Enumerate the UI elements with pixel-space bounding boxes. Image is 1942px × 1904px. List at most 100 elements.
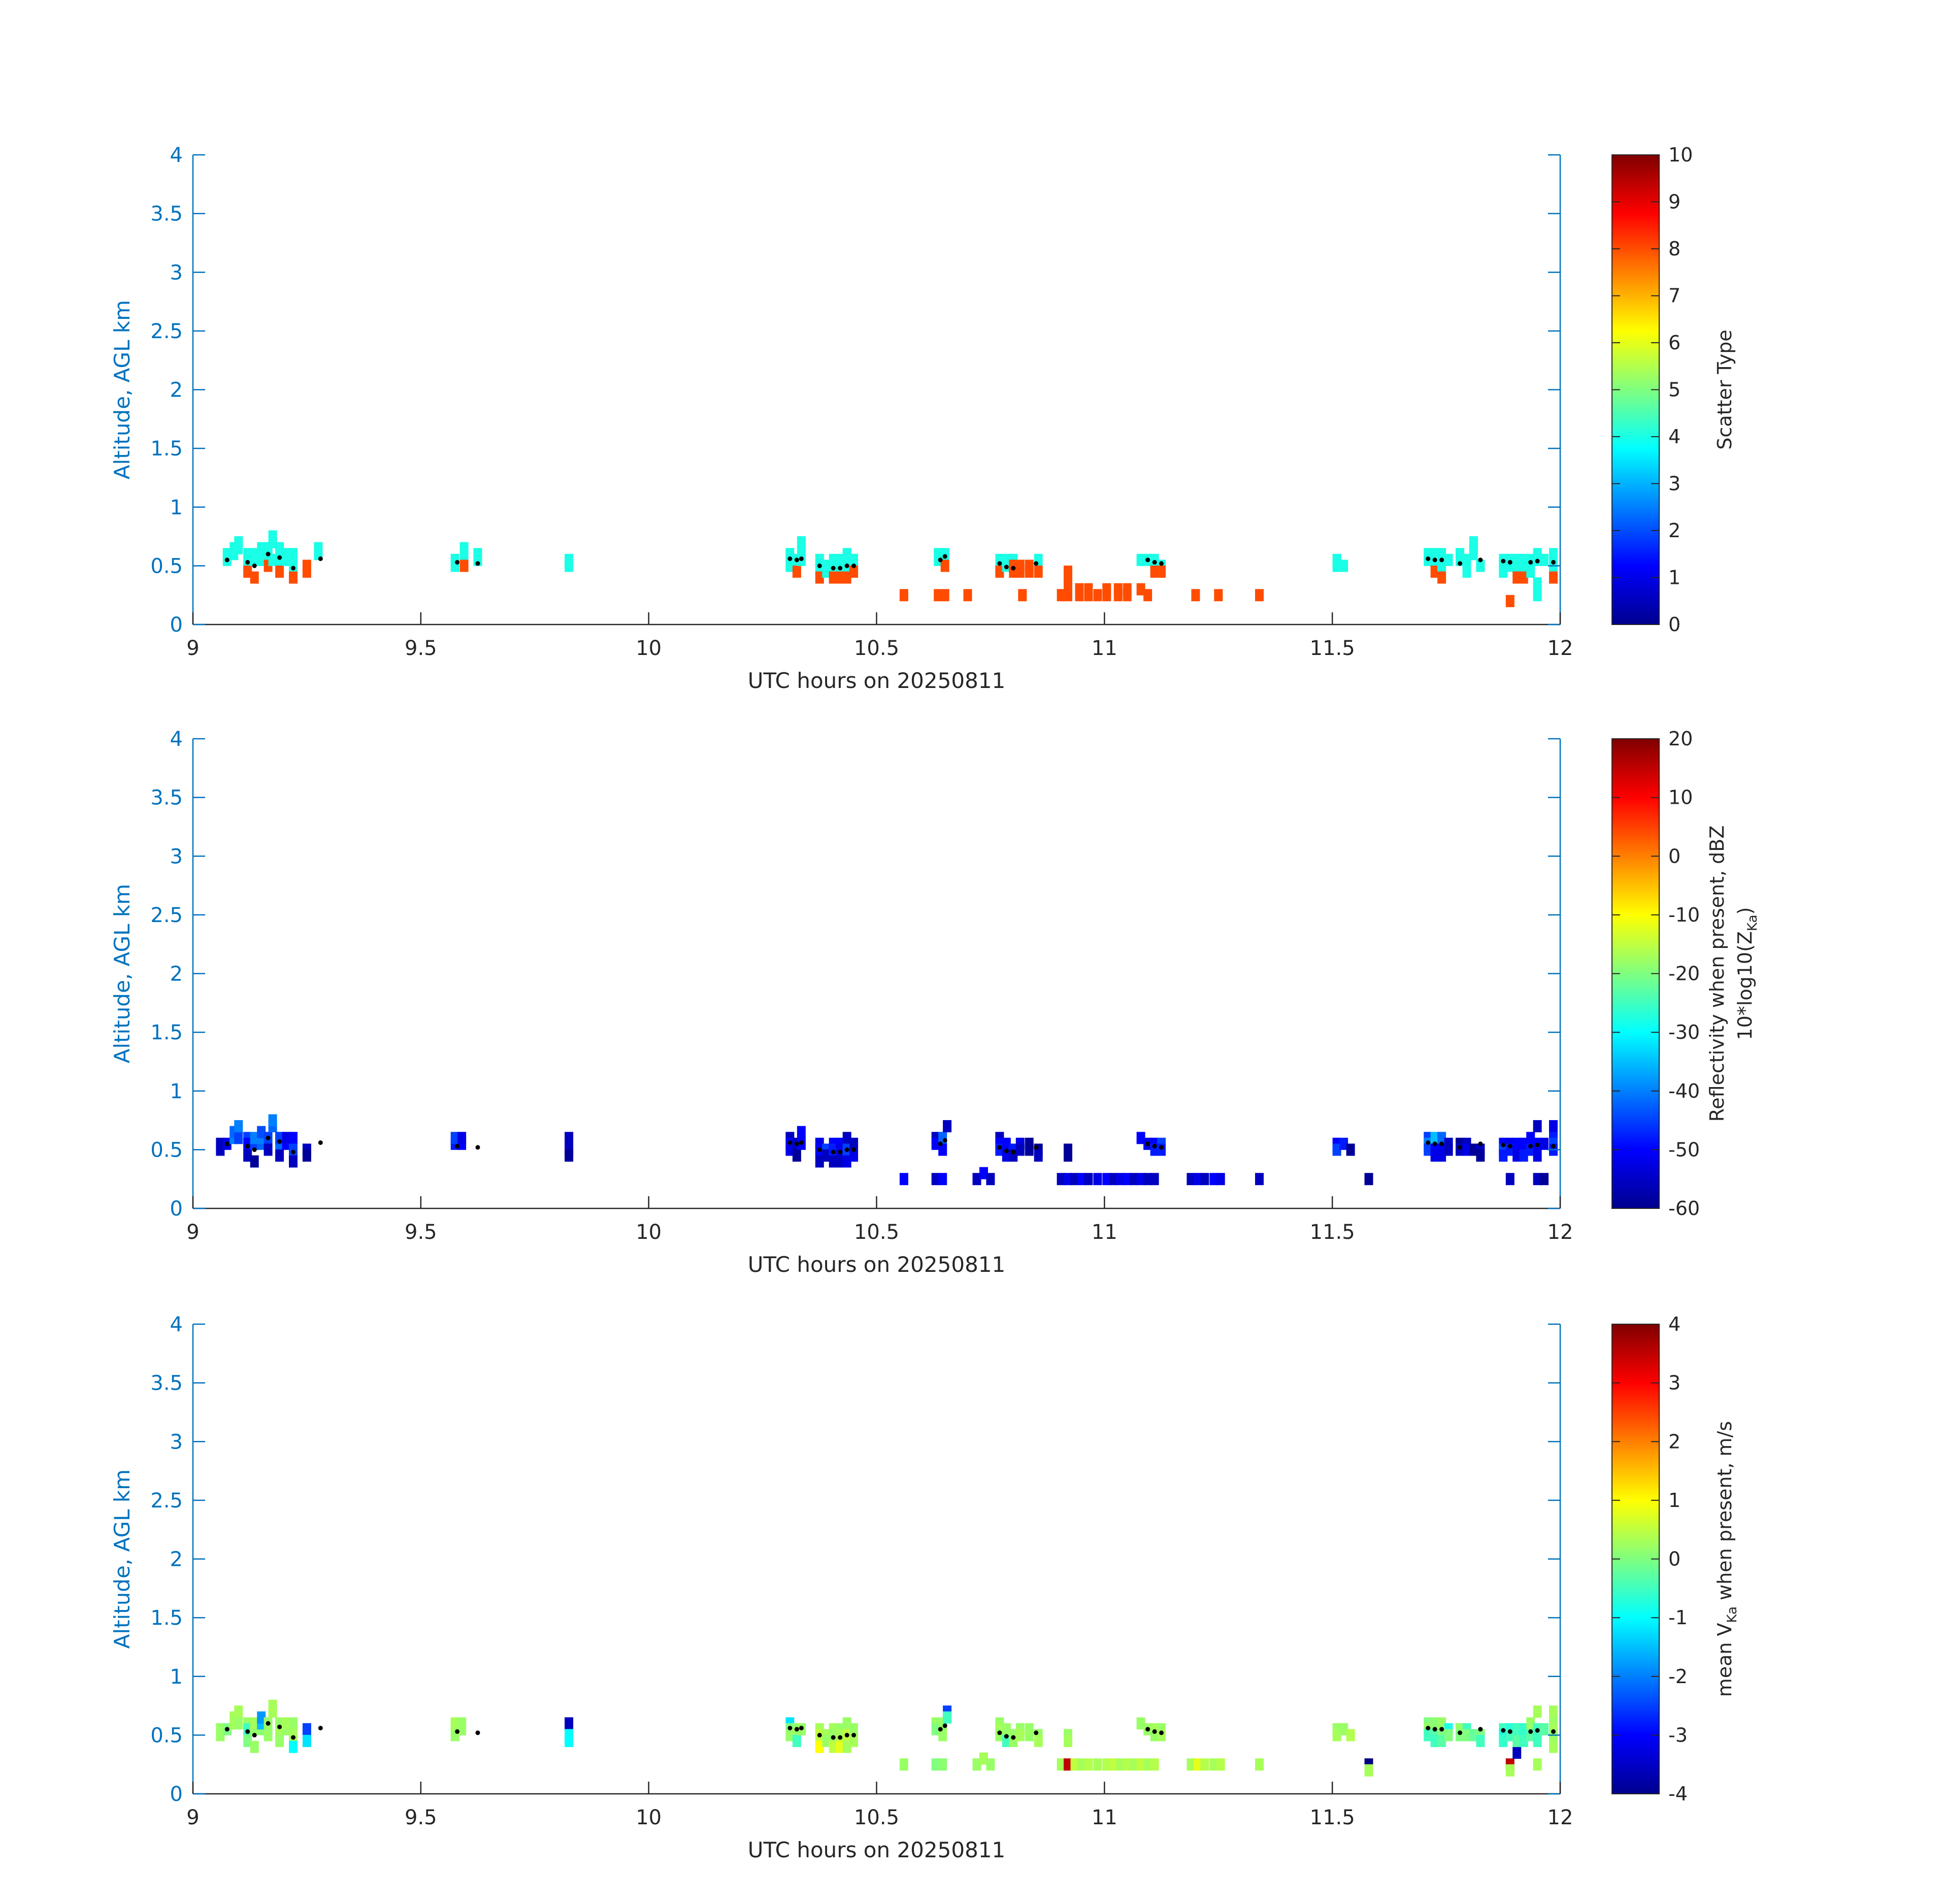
heatmap-cell [1437,571,1446,584]
marker-point [1432,557,1437,563]
heatmap-cell [1002,1734,1011,1747]
heatmap-cell [257,1126,266,1138]
heatmap-cell [1540,1137,1549,1150]
heatmap-cell [1191,589,1200,602]
heatmap-cell [1057,589,1066,602]
heatmap-cell [1444,553,1453,566]
x-tick-label: 9.5 [405,637,437,660]
x-tick-label: 9.5 [405,1806,437,1829]
heatmap-cell [842,1717,851,1730]
marker-point [1535,1142,1540,1147]
heatmap-cell [931,1137,940,1150]
marker-point [1551,1143,1556,1148]
marker-point [817,1732,822,1737]
heatmap-cell [972,1173,981,1186]
marker-point [318,1140,323,1145]
marker-point [1507,1729,1512,1734]
heatmap-cell [1549,1120,1558,1133]
marker-point [1426,556,1431,561]
y-tick-label: 1.5 [150,1021,183,1044]
colorbar-label: Reflectivity when present, dBZ [1706,826,1728,1122]
heatmap-cell [302,1149,311,1162]
heatmap-cell [1057,1758,1066,1771]
heatmap-cell [1339,1137,1348,1150]
heatmap-cell [450,1132,459,1144]
marker-point [1551,1729,1556,1734]
heatmap-cell [849,1723,859,1735]
heatmap-cell [842,548,851,561]
heatmap-cell [565,1734,574,1747]
heatmap-cell [1512,1723,1522,1735]
heatmap-cell [289,1132,298,1144]
heatmap-cell [1002,1723,1011,1735]
heatmap-cell [1102,1758,1111,1771]
heatmap-cell [234,1705,243,1718]
marker-point [942,554,947,559]
marker-point [1159,561,1164,566]
marker-point [1034,1730,1039,1735]
colorbar: -4 -3 -2 -1 0 1 2 3 4 mean VKa when present, m/s [1611,1313,1740,1805]
heatmap-cell [1143,589,1153,602]
colorbar-tick-label: 7 [1668,285,1681,307]
heatmap-cell [785,548,795,561]
x-tick-label: 9 [186,1221,199,1244]
heatmap-cell [1070,1173,1079,1186]
heatmap-cell [1437,560,1446,572]
heatmap-cell [792,565,801,578]
marker-point [455,1729,460,1734]
heatmap-cell [899,1173,908,1186]
heatmap-cell [1512,571,1522,584]
heatmap-cell [457,1717,467,1730]
marker-point [1152,1729,1157,1734]
marker-point [817,1147,822,1152]
y-tick-label: 0 [170,1197,183,1221]
y-tick-label: 1.5 [150,1606,183,1630]
heatmap-cell [1015,1729,1025,1742]
heatmap-cell [1476,560,1485,572]
marker-point [277,1139,282,1144]
heatmap-cell [1462,1143,1471,1156]
heatmap-cell [1109,1173,1118,1186]
heatmap-cell [842,1741,851,1753]
heatmap-cell [792,1149,801,1162]
heatmap-cell [1499,1734,1508,1747]
heatmap-cell [1136,1132,1145,1144]
heatmap-cell [1339,1723,1348,1735]
heatmap-cell [1519,571,1528,584]
heatmap-cell [836,571,845,584]
heatmap-cell [931,1723,940,1735]
heatmap-cell [243,565,252,578]
heatmap-cell [995,565,1004,578]
heatmap-cell [1214,589,1223,602]
heatmap-cell [282,548,291,561]
y-tick-label: 1 [170,1080,183,1103]
y-tick-label: 3 [170,845,183,868]
heatmap-cell [785,1729,795,1742]
marker-point [1004,565,1009,570]
heatmap-cell [899,589,908,602]
heatmap-cell [1437,1717,1446,1730]
x-tick-label: 10 [636,1806,662,1829]
heatmap-cell [1533,1120,1542,1133]
heatmap-cell [275,542,284,554]
heatmap-cell [1512,1734,1522,1747]
marker-point [252,1147,257,1152]
heatmap-cell [1075,589,1084,602]
colorbar-tick-label: 0 [1668,1548,1681,1570]
heatmap-cells [216,1699,1558,1777]
marker-point [266,1135,271,1140]
heatmap-cell [797,536,806,549]
marker-point [787,1726,793,1730]
colorbar-tick-label: 4 [1668,1313,1681,1335]
marker-point [794,557,799,563]
x-tick-label: 10.5 [854,637,899,660]
marker-point [997,1730,1002,1735]
heatmap-cell [1332,1729,1341,1742]
y-tick-label: 0.5 [150,1724,183,1747]
heatmap-cell [1130,1758,1139,1771]
marker-point [838,1150,843,1155]
marker-point [1439,1141,1444,1146]
colorbar-tick-label: 4 [1668,425,1681,448]
heatmap-cell [1064,1173,1072,1186]
heatmap-cell [938,1173,947,1186]
